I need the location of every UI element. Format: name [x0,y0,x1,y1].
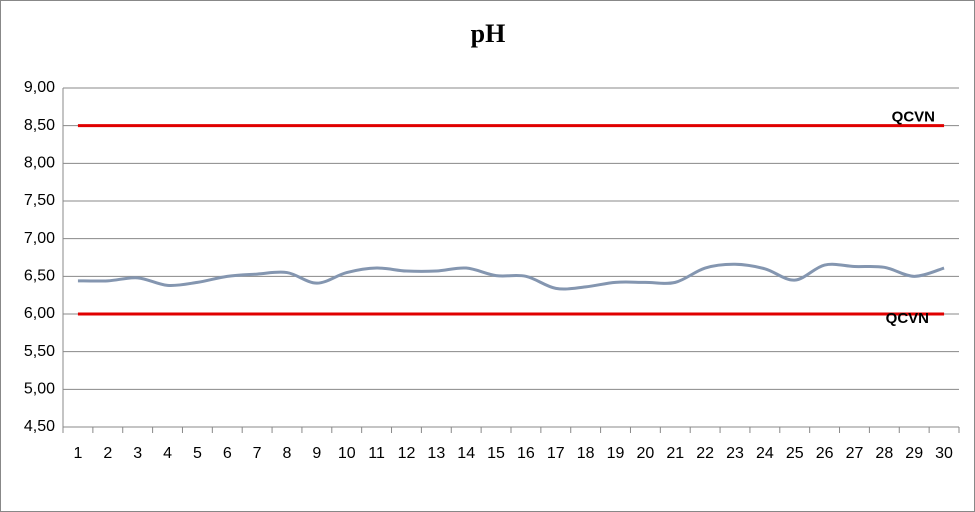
x-tick-label: 3 [133,445,142,462]
x-tick-label: 22 [696,445,714,462]
x-tick-label: 20 [637,445,655,462]
y-tick-label: 6,00 [24,305,55,322]
line-label: QCVN [892,109,935,126]
y-tick-label: 5,00 [24,381,55,398]
y-tick-label: 4,50 [24,418,55,435]
y-tick-label: 6,50 [24,268,55,285]
x-tick-label: 21 [666,445,684,462]
y-tick-label: 8,50 [24,117,55,134]
y-tick-label: 5,50 [24,343,55,360]
x-tick-label: 30 [935,445,953,462]
x-tick-label: 15 [487,445,505,462]
x-tick-label: 25 [786,445,804,462]
x-tick-label: 8 [283,445,292,462]
y-tick-label: 7,00 [24,230,55,247]
chart-title: pH [471,19,506,48]
x-tick-label: 28 [875,445,893,462]
line [77,262,945,291]
y-tick-label: 8,00 [24,155,55,172]
x-tick-label: 14 [457,445,475,462]
x-tick-label: 29 [905,445,923,462]
x-tick-label: 11 [368,445,385,462]
x-tick-label: 18 [577,445,595,462]
x-tick-label: 16 [517,445,535,462]
y-tick-label: 9,00 [24,79,55,96]
x-tick-label: 12 [398,445,416,462]
x-tick-label: 10 [338,445,356,462]
x-tick-label: 24 [756,445,774,462]
x-tick-label: 1 [73,445,82,462]
x-tick-label: 6 [223,445,232,462]
x-tick-label: 5 [193,445,202,462]
x-tick-label: 17 [547,445,565,462]
x-tick-label: 23 [726,445,744,462]
y-tick-label: 7,50 [24,192,55,209]
x-tick-label: 19 [607,445,625,462]
x-tick-label: 27 [846,445,864,462]
x-tick-label: 2 [103,445,112,462]
x-tick-label: 26 [816,445,834,462]
x-tick-label: 7 [253,445,262,462]
x-tick-label: 4 [163,445,172,462]
x-tick-label: 13 [427,445,445,462]
line-label: QCVN [886,310,929,327]
x-tick-label: 9 [312,445,321,462]
